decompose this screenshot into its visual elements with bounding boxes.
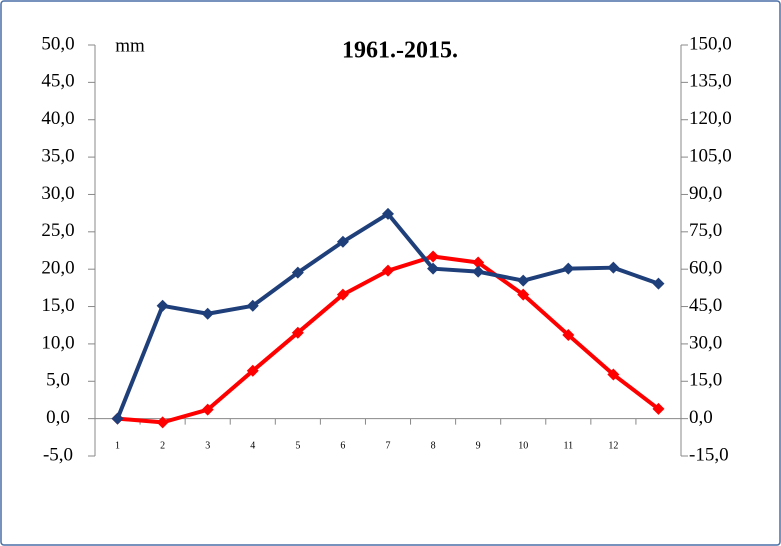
data-point (201, 403, 214, 416)
x-tick-label: 2 (160, 440, 165, 451)
y-tick-label: 20,0 (41, 258, 74, 279)
y-tick-label: 25,0 (41, 220, 74, 241)
data-point (562, 328, 575, 341)
x-tick-label: 5 (295, 440, 300, 451)
y2-tick-label: 0,0 (689, 407, 713, 428)
data-point (156, 416, 169, 429)
axis-unit: mm (115, 35, 145, 56)
y2-tick-label: -15,0 (689, 444, 729, 465)
y-tick-label: 40,0 (41, 108, 74, 129)
y-tick-label: 50,0 (41, 33, 74, 54)
y2-tick-label: 75,0 (689, 220, 722, 241)
data-point (472, 256, 485, 269)
data-point (201, 307, 214, 320)
y-tick-label: -5,0 (43, 444, 73, 465)
data-point (246, 299, 259, 312)
y-tick-label: 5,0 (46, 370, 70, 391)
x-tick-label: 9 (476, 440, 481, 451)
data-point (607, 368, 620, 381)
y2-tick-label: 30,0 (689, 332, 722, 353)
data-point (517, 274, 530, 287)
x-tick-label: 11 (563, 440, 573, 451)
x-tick-label: 4 (250, 440, 255, 451)
x-tick-label: 8 (431, 440, 436, 451)
data-point (291, 266, 304, 279)
data-point (382, 264, 394, 277)
y-tick-label: 15,0 (41, 295, 74, 316)
data-point (336, 235, 349, 248)
y-tick-label: 45,0 (41, 71, 74, 92)
x-tick-label: 1 (115, 440, 120, 451)
y2-tick-label: 45,0 (689, 295, 722, 316)
x-tick-label: 7 (386, 440, 391, 451)
data-point (336, 288, 349, 301)
y2-tick-label: 150,0 (689, 33, 732, 54)
data-point (562, 262, 575, 275)
data-point (607, 261, 620, 274)
y-tick-label: 10,0 (41, 332, 74, 353)
chart-title: 1961.-2015. (342, 38, 458, 64)
y2-tick-label: 90,0 (689, 183, 722, 204)
data-point (652, 277, 665, 290)
x-tick-label: 3 (205, 440, 210, 451)
y2-tick-label: 120,0 (689, 108, 732, 129)
y2-tick-label: 105,0 (689, 145, 732, 166)
data-point (652, 402, 665, 415)
y2-tick-label: 15,0 (689, 370, 722, 391)
y-tick-label: 35,0 (41, 145, 74, 166)
y2-tick-label: 60,0 (689, 258, 722, 279)
data-point (472, 265, 485, 278)
x-tick-label: 10 (518, 440, 528, 451)
data-point (382, 207, 394, 220)
data-point (291, 326, 304, 339)
y-tick-label: 30,0 (41, 183, 74, 204)
y2-tick-label: 135,0 (689, 71, 732, 92)
data-point (156, 299, 169, 312)
y-tick-label: 0,0 (46, 407, 70, 428)
x-tick-label: 6 (340, 440, 345, 451)
data-point (111, 412, 124, 425)
data-point (427, 250, 440, 263)
data-point (517, 288, 530, 301)
data-point (427, 262, 440, 275)
data-point (246, 364, 259, 377)
x-tick-label: 12 (608, 440, 618, 451)
